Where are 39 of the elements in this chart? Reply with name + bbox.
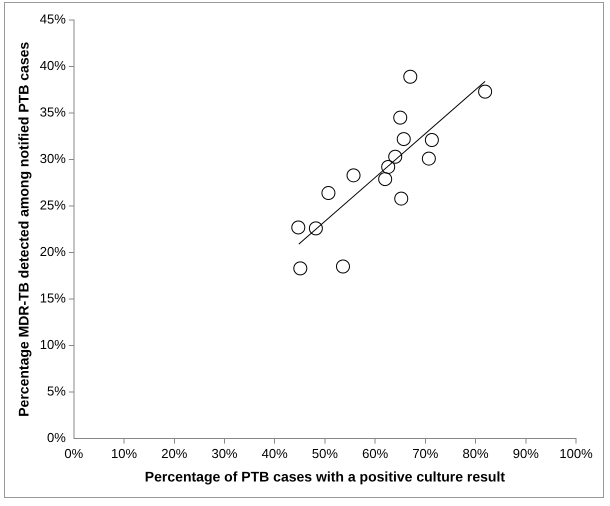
point bbox=[396, 132, 411, 146]
x-tick-label: 90% bbox=[512, 446, 540, 461]
y-tick-label: 20% bbox=[40, 244, 66, 260]
y-tick-label: 25% bbox=[40, 198, 66, 213]
point bbox=[393, 110, 408, 125]
point bbox=[422, 152, 436, 166]
x-tick-label: 30% bbox=[211, 446, 238, 461]
point bbox=[321, 186, 336, 200]
y-tick-label: 35% bbox=[40, 104, 66, 120]
y-axis-title: Percentage MDR-TB detected among notified PTB cases bbox=[15, 42, 32, 417]
point bbox=[308, 221, 323, 236]
y-tick-label: 45% bbox=[40, 12, 66, 27]
point bbox=[346, 168, 361, 182]
point bbox=[291, 220, 306, 234]
point bbox=[403, 70, 418, 84]
x-tick-label: 70% bbox=[412, 446, 439, 461]
point bbox=[293, 261, 308, 276]
point bbox=[381, 160, 396, 174]
x-tick-label: 0% bbox=[64, 446, 84, 461]
y-tick-label: 5% bbox=[47, 384, 66, 399]
x-tick-label: 10% bbox=[111, 446, 138, 461]
point bbox=[378, 172, 392, 186]
x-axis-title: Percentage of PTB cases with a positive culture result bbox=[144, 468, 506, 484]
y-tick-label: 40% bbox=[40, 58, 66, 74]
point bbox=[478, 84, 492, 99]
y-tick-label: 0% bbox=[47, 430, 66, 446]
point bbox=[394, 192, 408, 206]
point bbox=[336, 260, 350, 274]
y-tick-label: 10% bbox=[40, 337, 66, 352]
x-tick-label: 80% bbox=[462, 446, 490, 461]
x-tick-label: 100% bbox=[559, 446, 594, 461]
x-tick-label: 40% bbox=[262, 446, 288, 461]
y-tick-label: 15% bbox=[40, 290, 66, 306]
x-tick-label: 50% bbox=[312, 446, 338, 461]
y-tick-label: 30% bbox=[40, 151, 66, 166]
point bbox=[388, 150, 402, 164]
point bbox=[424, 133, 439, 147]
x-tick-label: 60% bbox=[362, 446, 389, 461]
x-tick-label: 20% bbox=[161, 446, 188, 461]
